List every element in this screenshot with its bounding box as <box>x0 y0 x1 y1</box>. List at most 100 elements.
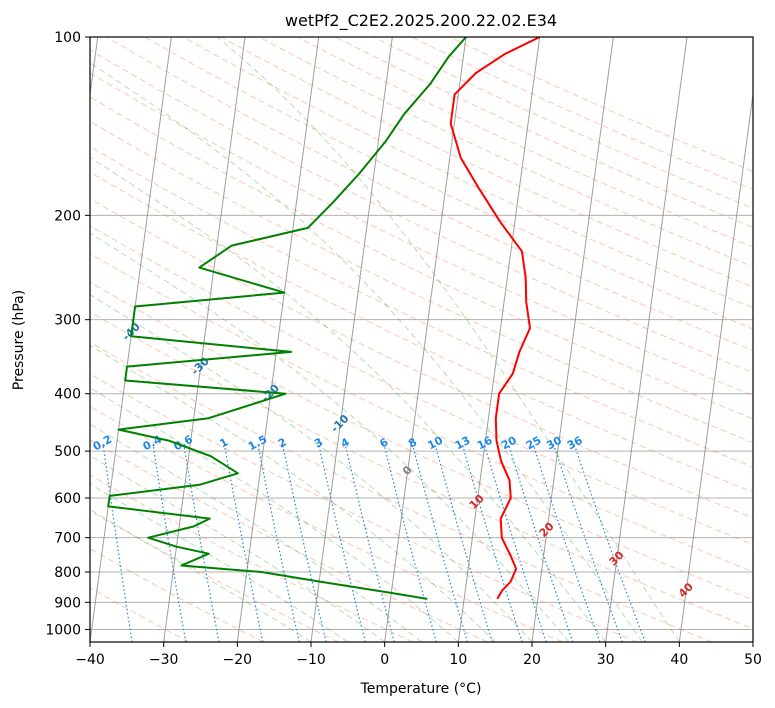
isotherm-label: -50 <box>53 266 76 289</box>
y-tick-label: 900 <box>54 595 81 611</box>
mixing-ratio-label: 13 <box>453 434 473 453</box>
dry-adiabat <box>90 341 712 642</box>
dry-adiabat <box>90 72 753 397</box>
mixing-ratio-line <box>345 445 395 642</box>
mixing-ratio-line <box>102 445 133 642</box>
mixing-ratio-line <box>183 445 220 642</box>
mixing-ratio-label: 1.5 <box>246 433 269 454</box>
isotherm-line <box>310 37 393 642</box>
temperature-line <box>449 37 541 600</box>
isotherm-line <box>457 37 541 642</box>
y-ticks: 100 200 300 400 500 600 700 800 900 1000 <box>45 30 90 638</box>
isotherm-label: 10 <box>467 492 487 512</box>
y-tick-label: 400 <box>54 387 81 403</box>
moist-adiabat <box>217 37 680 642</box>
y-axis-label: Pressure (hPa) <box>11 290 27 390</box>
mixing-ratio-label: 25 <box>524 434 544 453</box>
dry-adiabat <box>335 37 753 228</box>
mixing-ratio-label: 20 <box>499 434 519 453</box>
y-tick-label: 200 <box>54 208 81 224</box>
x-tick-label: 50 <box>744 652 762 668</box>
moist-adiabat <box>90 62 643 642</box>
dry-adiabat <box>90 281 753 601</box>
isotherm-line <box>678 90 753 642</box>
dry-adiabat <box>297 37 753 248</box>
x-tick-label: 40 <box>670 652 688 668</box>
mixing-ratio-line <box>574 445 646 642</box>
mixing-ratio-line <box>257 445 300 642</box>
mixing-ratio-label: 8 <box>406 435 419 450</box>
y-tick-label: 1000 <box>45 622 81 638</box>
dry-adiabat <box>144 37 753 330</box>
mixing-ratio-line <box>223 445 264 642</box>
x-tick-label: −20 <box>223 652 253 668</box>
dry-adiabat <box>90 225 753 546</box>
dry-adiabat <box>90 171 753 493</box>
y-tick-label: 300 <box>54 313 81 329</box>
isotherm-line <box>531 37 614 642</box>
isotherm-line <box>90 37 172 642</box>
dry-adiabat <box>90 252 753 573</box>
isotherm-line <box>605 37 688 642</box>
mixing-ratio-line <box>318 445 366 642</box>
x-tick-label: 20 <box>523 652 541 668</box>
y-tick-label: 500 <box>54 444 81 460</box>
x-tick-label: 0 <box>380 652 389 668</box>
moist-adiabat <box>90 294 533 642</box>
x-tick-label: 30 <box>597 652 615 668</box>
isotherm-label: 0 <box>400 463 415 478</box>
mixing-ratio-label: 16 <box>475 434 495 453</box>
isotherm-line <box>384 37 467 642</box>
dry-adiabat <box>90 96 753 420</box>
dry-adiabat <box>411 37 753 191</box>
mixing-ratio-label: 30 <box>544 434 564 453</box>
isotherm-line <box>163 37 246 642</box>
mixing-ratio-line <box>152 445 187 642</box>
y-tick-label: 100 <box>54 30 81 46</box>
mixing-ratio-line <box>383 445 437 642</box>
chart-title: wetPf2_C2E2.2025.200.22.02.E34 <box>285 11 557 31</box>
moist-adiabat <box>90 156 607 642</box>
isotherm-label: -10 <box>328 412 351 435</box>
dry-adiabat <box>90 49 753 374</box>
dry-adiabat <box>220 37 753 288</box>
profile-series <box>107 37 541 600</box>
y-tick-label: 800 <box>54 565 81 581</box>
mixing-ratio-lines <box>102 445 646 642</box>
isotherm-label: 40 <box>676 580 696 600</box>
mixing-ratio-label: 10 <box>425 434 445 453</box>
dry-adiabat <box>90 197 753 519</box>
moist-adiabat <box>90 423 422 642</box>
moist-adiabats <box>90 37 680 642</box>
y-tick-label: 600 <box>54 491 81 507</box>
isotherms <box>90 37 753 642</box>
isotherm-label: -60 <box>0 216 10 239</box>
dry-adiabat <box>90 120 753 444</box>
mixing-ratio-line <box>412 445 469 642</box>
plot-area: -100-90-80-70-60-50-40-30-20-10010203040… <box>0 37 753 642</box>
dry-adiabat <box>373 37 753 209</box>
isotherm-label: 30 <box>607 548 627 568</box>
isotherm-line <box>90 37 99 98</box>
x-tick-label: −10 <box>296 652 326 668</box>
moist-adiabat <box>90 455 385 642</box>
dry-adiabat <box>90 439 488 642</box>
mixing-ratio-line <box>508 445 574 642</box>
plot-frame <box>89 36 754 643</box>
dry-adiabat <box>90 405 563 642</box>
dewpoint-line <box>107 37 467 600</box>
x-tick-label: −30 <box>149 652 179 668</box>
moist-adiabat <box>90 387 459 642</box>
mixing-ratio-label: 2 <box>276 435 289 450</box>
x-axis-label: Temperature (°C) <box>360 681 482 697</box>
x-ticks: −40 −30 −20 −10 0 10 20 30 40 50 <box>75 642 762 668</box>
dry-adiabat <box>90 145 753 468</box>
mixing-ratio-line <box>434 445 493 642</box>
mixing-ratio-line <box>462 445 523 642</box>
dry-adiabat <box>90 311 753 630</box>
dry-adiabat <box>182 37 753 309</box>
moist-adiabat <box>90 232 570 642</box>
dry-adiabat <box>106 37 753 352</box>
mixing-ratio-line <box>484 445 547 642</box>
